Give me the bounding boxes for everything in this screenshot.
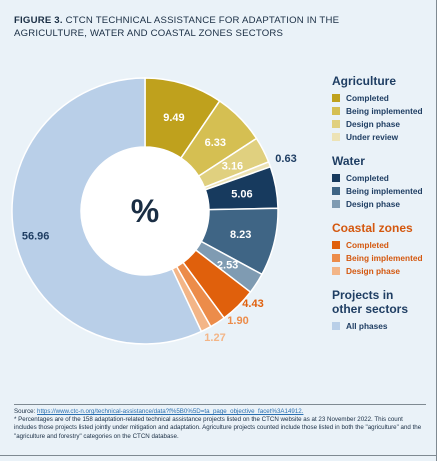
data-label: 1.90 bbox=[227, 315, 248, 327]
data-label: 6.33 bbox=[205, 137, 226, 149]
bottom-divider bbox=[0, 455, 437, 456]
legend-swatch bbox=[332, 321, 340, 330]
legend-item: All phases bbox=[332, 319, 432, 332]
legend-item: Design phase bbox=[332, 264, 432, 277]
figure-title-text: CTCN TECHNICAL ASSISTANCE FOR ADAPTATION… bbox=[14, 15, 340, 39]
data-label: 8.23 bbox=[230, 229, 251, 241]
legend-group: Projects in other sectors All phases bbox=[332, 288, 432, 332]
legend-group-title: Coastal zones bbox=[332, 221, 413, 235]
legend-swatch bbox=[332, 186, 340, 195]
data-label: 5.06 bbox=[231, 188, 252, 200]
legend-group: Coastal zones Completed Being implemented D… bbox=[332, 221, 432, 277]
legend-item: Being implemented bbox=[332, 104, 432, 117]
legend-group-title: Projects in other sectors bbox=[332, 288, 409, 316]
legend-swatch bbox=[332, 173, 340, 182]
center-label: % bbox=[131, 193, 159, 229]
legend-group-title: Agriculture bbox=[332, 74, 397, 88]
legend-item: Being implemented bbox=[332, 184, 432, 197]
legend-item: Completed bbox=[332, 171, 432, 184]
legend-item: Completed bbox=[332, 238, 432, 251]
data-label: 56.96 bbox=[22, 230, 50, 242]
legend-item: Design phase bbox=[332, 197, 432, 210]
data-label: 3.16 bbox=[222, 161, 243, 173]
donut-chart: 9.49 6.33 3.16 0.63 5.06 8.23 2.53 4.43 1.901.27… bbox=[11, 77, 297, 345]
legend-swatch bbox=[332, 240, 340, 249]
legend-group-title: Water bbox=[332, 154, 365, 168]
legend-swatch bbox=[332, 93, 340, 102]
source-link[interactable]: https://www.ctc-n.org/technical-assistan… bbox=[37, 408, 304, 415]
donut-center bbox=[81, 147, 209, 275]
legend-label: Being implemented bbox=[346, 185, 423, 196]
legend-swatch bbox=[332, 199, 340, 208]
legend-label: Design phase bbox=[346, 265, 400, 276]
data-label: 0.63 bbox=[275, 153, 296, 165]
legend-label: Being implemented bbox=[346, 105, 423, 116]
data-label: 1.27 bbox=[204, 332, 225, 344]
legend-label: Completed bbox=[346, 172, 389, 183]
footer-note: * Percentages are of the 158 adaptation-… bbox=[14, 416, 422, 440]
legend-swatch bbox=[332, 119, 340, 128]
figure-title: FIGURE 3. CTCN TECHNICAL ASSISTANCE FOR … bbox=[14, 14, 414, 40]
legend-swatch bbox=[332, 253, 340, 262]
figure-label: FIGURE 3. bbox=[14, 15, 63, 26]
data-label: 9.49 bbox=[163, 112, 184, 124]
legend-label: Completed bbox=[346, 239, 389, 250]
legend-group: Water Completed Being implemented Design ph… bbox=[332, 154, 432, 210]
legend-group: Agriculture Completed Being implemented Des… bbox=[332, 74, 432, 143]
legend-label: All phases bbox=[346, 320, 388, 331]
legend-swatch bbox=[332, 106, 340, 115]
legend-swatch bbox=[332, 266, 340, 275]
chart-legend: Agriculture Completed Being implemented Des… bbox=[332, 74, 432, 343]
legend-swatch bbox=[332, 132, 340, 141]
source-prefix: Source: bbox=[14, 408, 38, 415]
figure-footer: Source: https://www.ctc-n.org/technical-… bbox=[14, 408, 426, 441]
legend-item: Design phase bbox=[332, 117, 432, 130]
footer-divider bbox=[14, 404, 426, 405]
legend-item: Being implemented bbox=[332, 251, 432, 264]
legend-label: Design phase bbox=[346, 198, 400, 209]
legend-item: Under review bbox=[332, 130, 432, 143]
data-label: 2.53 bbox=[217, 260, 238, 272]
legend-label: Being implemented bbox=[346, 252, 423, 263]
legend-item: Completed bbox=[332, 91, 432, 104]
legend-label: Design phase bbox=[346, 118, 400, 129]
legend-label: Under review bbox=[346, 131, 399, 142]
data-label: 4.43 bbox=[242, 298, 263, 310]
legend-label: Completed bbox=[346, 92, 389, 103]
